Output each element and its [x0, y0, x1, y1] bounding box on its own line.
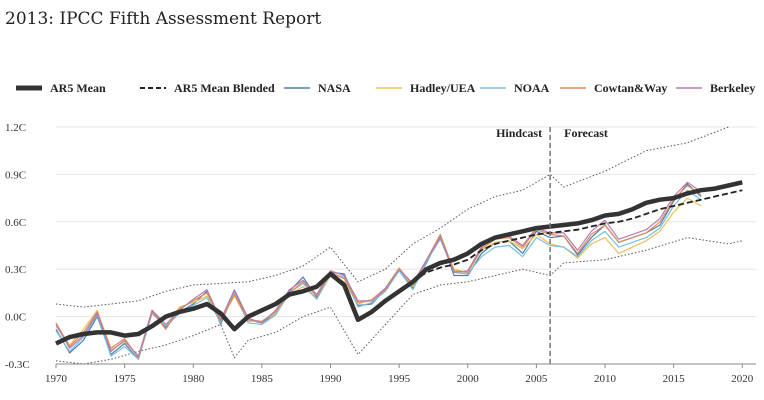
- legend-item-ar5-mean: AR5 Mean: [16, 81, 106, 95]
- series-line-berkeley: [55, 181, 702, 357]
- x-tick-label: 1975: [114, 373, 137, 385]
- x-tick-label: 2015: [663, 373, 686, 385]
- legend-item-berkeley: Berkeley: [676, 81, 755, 95]
- y-tick-label: 0.9C: [5, 169, 26, 181]
- legend-item-nasa: NASA: [284, 81, 351, 95]
- series-line-ar5-mean: [55, 180, 743, 346]
- forecast-label: Forecast: [564, 126, 608, 140]
- legend-item-hadley-uea: Hadley/UEA: [376, 81, 476, 95]
- x-tick-label: 2010: [594, 373, 617, 385]
- legend-item-ar5-mean-blended: AR5 Mean Blended: [140, 81, 275, 95]
- legend-label: AR5 Mean Blended: [174, 81, 275, 95]
- gridlines: -0.3C 0.0C 0.3C 0.6C 0.9C 1.2C: [5, 122, 756, 371]
- y-tick-label: -0.3C: [5, 359, 30, 371]
- x-tick-label: 1980: [182, 373, 205, 385]
- series-line-noaa: [55, 189, 702, 360]
- envelope-upper-line: [55, 126, 729, 308]
- y-tick-label: 0.3C: [5, 264, 26, 276]
- observation-series: [55, 181, 702, 360]
- x-tick-label: 2000: [457, 373, 480, 385]
- legend-label: NOAA: [514, 81, 550, 95]
- x-tick-label: 1995: [388, 373, 411, 385]
- x-tick-label: 2020: [731, 373, 754, 385]
- y-tick-label: 0.0C: [5, 312, 26, 324]
- annotations: Hindcast Forecast: [496, 126, 608, 364]
- legend-label: Cowtan&Way: [594, 81, 667, 95]
- legend-label: Berkeley: [710, 81, 755, 95]
- legend-label: NASA: [318, 81, 351, 95]
- legend: AR5 Mean AR5 Mean Blended NASA Hadley/UEA NO…: [16, 81, 755, 95]
- x-tick-label: 1990: [320, 373, 343, 385]
- axes: 1970 1975 1980 1985 1990 1995 2000 2005 2010 2015…: [45, 363, 756, 385]
- y-tick-label: 1.2C: [5, 122, 26, 134]
- envelope-lower-line: [55, 237, 743, 365]
- x-tick-label: 1970: [45, 373, 68, 385]
- legend-item-cowtan-way: Cowtan&Way: [560, 81, 667, 95]
- series-line-ar5-mean-blended: [412, 189, 743, 283]
- model-series: [55, 180, 743, 346]
- series-line-nasa: [55, 183, 702, 360]
- x-tick-label: 2005: [525, 373, 548, 385]
- hindcast-label: Hindcast: [496, 126, 542, 140]
- model-envelope: [55, 126, 743, 365]
- y-tick-label: 0.6C: [5, 217, 26, 229]
- chart-title: 2013: IPCC Fifth Assessment Report: [5, 9, 321, 29]
- legend-item-noaa: NOAA: [480, 81, 550, 95]
- legend-label: AR5 Mean: [50, 81, 106, 95]
- x-tick-label: 1985: [251, 373, 274, 385]
- legend-label: Hadley/UEA: [410, 81, 476, 95]
